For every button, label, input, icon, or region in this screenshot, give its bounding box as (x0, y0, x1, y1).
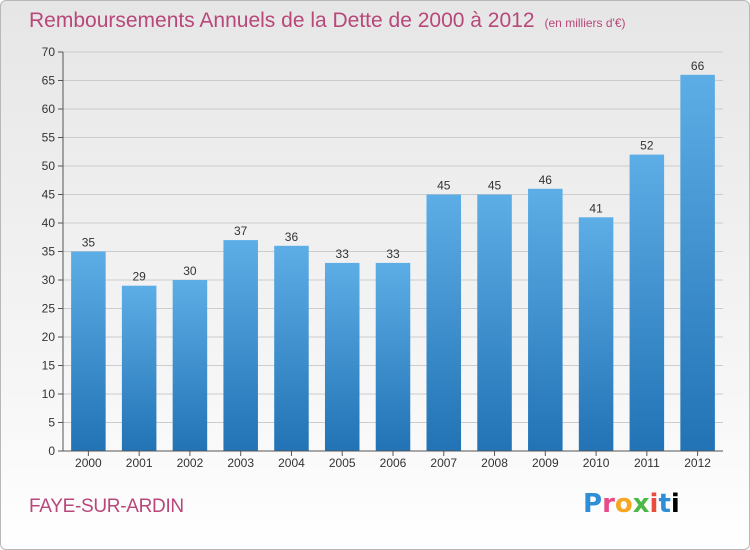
logo-letter: P (583, 489, 603, 519)
x-tick-label: 2000 (75, 456, 102, 470)
proxiti-logo: Proxiti (583, 489, 680, 519)
data-label: 66 (691, 59, 705, 73)
bar (375, 262, 411, 451)
y-axis: 0 5 10 15 20 25 30 35 40 45 50 55 60 65 70 (42, 45, 64, 458)
logo-letter: r (602, 489, 615, 519)
bar (121, 285, 157, 451)
y-tick-label: 20 (42, 330, 56, 344)
bar (426, 194, 462, 451)
x-tick-label: 2009 (532, 456, 559, 470)
data-label: 29 (132, 270, 146, 284)
logo-letter: i (670, 489, 680, 519)
x-tick-label: 2002 (177, 456, 204, 470)
logo-letter: o (614, 489, 633, 519)
x-tick-label: 2005 (329, 456, 356, 470)
y-tick-label: 15 (42, 359, 56, 373)
y-tick-label: 0 (48, 444, 55, 458)
bar (223, 240, 258, 451)
data-label: 35 (82, 236, 96, 250)
data-label: 45 (488, 179, 502, 193)
commune-name: FAYE-SUR-ARDIN (29, 496, 184, 517)
x-axis: 2000 2001 2002 2003 2004 2005 2006 2007 2008 2009… (63, 450, 723, 470)
y-tick-label: 25 (42, 302, 56, 316)
bar (274, 245, 309, 451)
x-tick-label: 2007 (430, 456, 457, 470)
data-label: 37 (234, 224, 248, 238)
y-tick-label: 50 (42, 159, 56, 173)
x-tick-label: 2001 (126, 456, 153, 470)
y-tick-label: 60 (42, 102, 56, 116)
chart-title-text: Remboursements Annuels de la Dette de 20… (29, 9, 535, 32)
data-label: 52 (640, 139, 654, 153)
data-label: 33 (336, 247, 350, 261)
data-label: 30 (183, 264, 197, 278)
bars: 35 29 30 37 36 33 33 45 45 46 41 52 66 (71, 59, 715, 452)
data-label: 33 (386, 247, 400, 261)
x-tick-label: 2003 (227, 456, 254, 470)
chart-title: Remboursements Annuels de la Dette de 20… (29, 9, 626, 33)
y-tick-label: 10 (42, 387, 56, 401)
chart-unit: (en milliers d'€) (544, 16, 626, 30)
x-tick-label: 2008 (481, 456, 508, 470)
y-tick-label: 70 (42, 45, 56, 59)
y-tick-label: 65 (42, 74, 56, 88)
bar (324, 262, 360, 451)
bar (477, 194, 512, 451)
x-tick-label: 2010 (583, 456, 610, 470)
logo-letter: t (658, 489, 671, 519)
y-tick-label: 45 (42, 188, 56, 202)
bar (528, 188, 563, 452)
logo-letter: x (632, 489, 650, 519)
data-label: 46 (539, 173, 553, 187)
bar (629, 154, 665, 451)
data-label: 41 (589, 201, 603, 215)
bar (172, 280, 208, 451)
x-tick-label: 2012 (684, 456, 711, 470)
x-tick-label: 2006 (380, 456, 407, 470)
x-tick-label: 2011 (634, 456, 660, 470)
y-tick-label: 5 (48, 416, 55, 430)
y-tick-label: 35 (42, 245, 56, 259)
logo-letter: i (649, 489, 659, 519)
data-label: 45 (437, 179, 451, 193)
bar (680, 74, 715, 452)
y-tick-label: 40 (42, 216, 56, 230)
data-label: 36 (285, 230, 299, 244)
y-tick-label: 30 (42, 273, 56, 287)
y-tick-label: 55 (42, 131, 56, 145)
bar (578, 217, 614, 451)
bar (71, 251, 106, 451)
x-tick-label: 2004 (278, 456, 305, 470)
